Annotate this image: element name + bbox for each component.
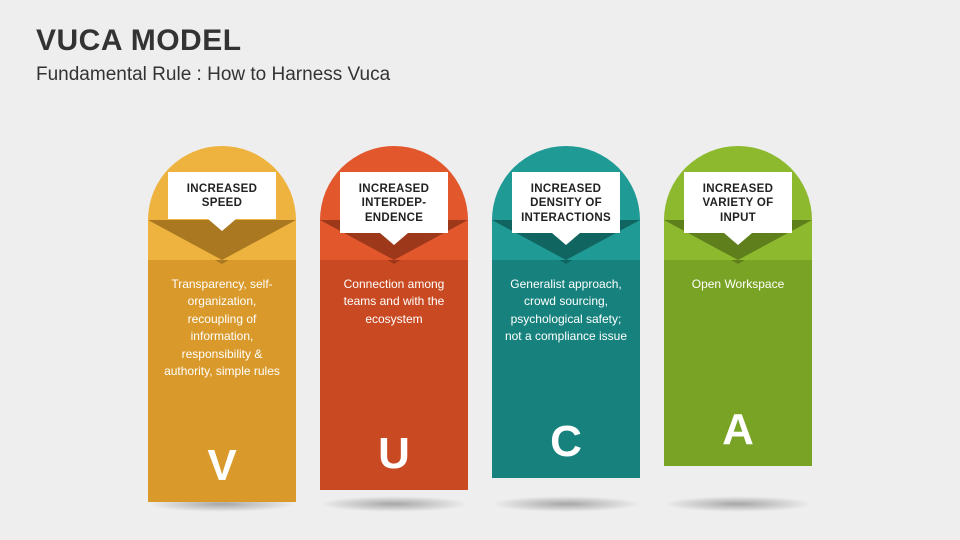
pillar-v: INCREASED SPEED Transparency, self-organ…	[148, 146, 296, 502]
header: VUCA MODEL Fundamental Rule : How to Har…	[0, 0, 960, 86]
pillar-label: INCREASED INTERDEP-ENDENCE	[340, 172, 448, 233]
pillar-c: INCREASED DENSITY OF INTERACTIONS Genera…	[492, 146, 640, 502]
pillar-letter: A	[664, 398, 812, 462]
pillar-description: Transparency, self-organization, recoupl…	[164, 277, 280, 378]
base-shadow	[319, 496, 469, 512]
pillar-u: INCREASED INTERDEP-ENDENCE Connection am…	[320, 146, 468, 502]
pillar-a: INCREASED VARIETY OF INPUT Open Workspac…	[664, 146, 812, 502]
base-shadow	[663, 496, 813, 512]
pillar-description: Open Workspace	[692, 277, 785, 291]
pillar-description: Generalist approach, crowd sourcing, psy…	[505, 277, 627, 343]
page-subtitle: Fundamental Rule : How to Harness Vuca	[36, 64, 924, 86]
pillar-letter: U	[320, 422, 468, 486]
pillar-label: INCREASED DENSITY OF INTERACTIONS	[512, 172, 620, 233]
pillar-label: INCREASED SPEED	[168, 172, 276, 219]
pillar-letter: C	[492, 410, 640, 474]
page-title: VUCA MODEL	[36, 24, 924, 58]
pillar-description: Connection among teams and with the ecos…	[344, 277, 445, 326]
pillars-row: INCREASED SPEED Transparency, self-organ…	[0, 146, 960, 502]
base-shadow	[491, 496, 641, 512]
pillar-letter: V	[148, 434, 296, 498]
pillar-label: INCREASED VARIETY OF INPUT	[684, 172, 792, 233]
